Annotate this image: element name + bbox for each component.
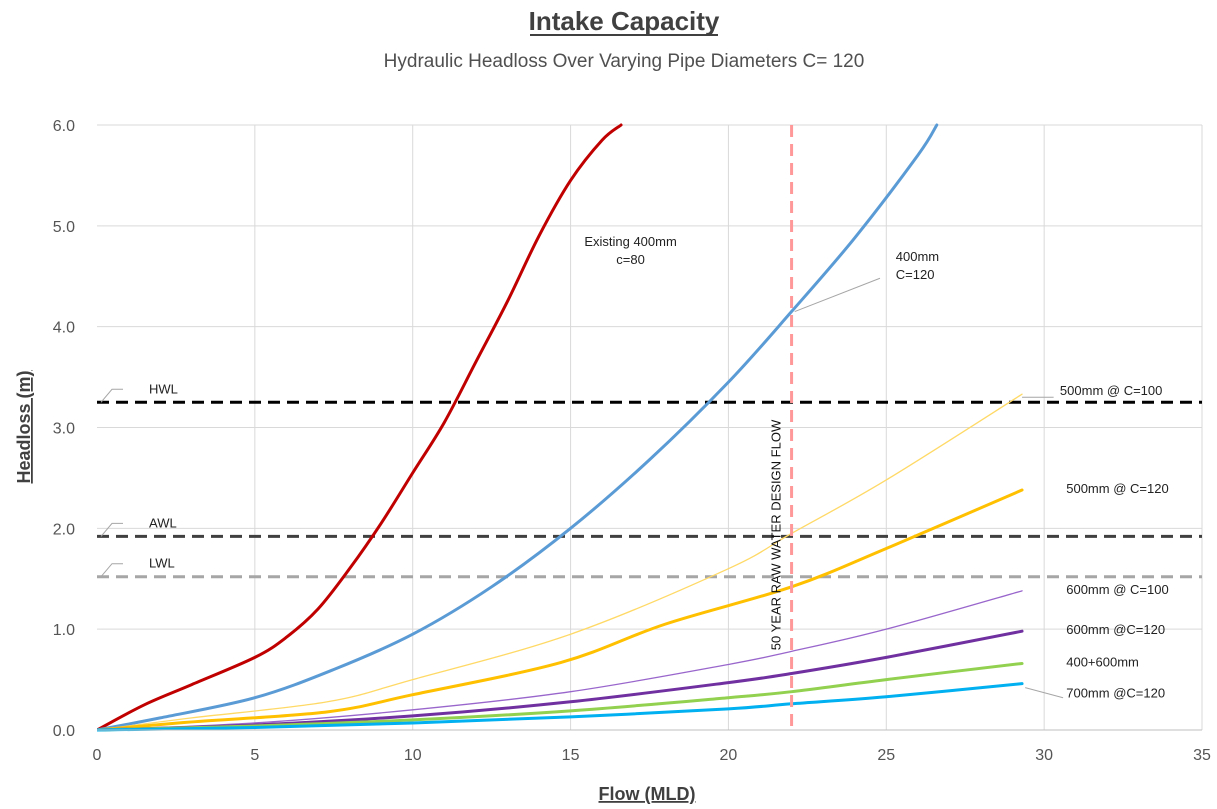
reference-label-lwl: LWL (149, 556, 175, 571)
x-tick-label: 35 (1193, 747, 1211, 764)
y-tick-label: 0.0 (53, 723, 75, 740)
series-annotation: Existing 400mm c=80 (584, 234, 676, 267)
annotation-line: c=80 (616, 252, 645, 267)
design-flow-label: 50 YEAR RAW WATER DESIGN FLOW (769, 419, 784, 650)
chart-title: Intake Capacity (529, 6, 720, 36)
annotation-leader (794, 277, 881, 313)
reference-label-awl: AWL (149, 515, 177, 530)
series-line (97, 682, 1024, 732)
y-tick-label: 5.0 (53, 219, 75, 236)
series-line (97, 393, 1023, 731)
series-line (97, 488, 1024, 732)
series-annotation: 700mm @C=120 (1066, 686, 1165, 701)
series-layer (97, 123, 1024, 732)
x-tick-label: 5 (250, 747, 259, 764)
chart-subtitle: Hydraulic Headloss Over Varying Pipe Dia… (384, 51, 865, 72)
x-tick-label: 15 (562, 747, 580, 764)
axis-layer: 0 5 10 15 20 25 30 35 0.0 1.0 2.0 3.0 4.0 5.0 6.0 (53, 118, 1211, 764)
annotation-line: 700mm @C=120 (1066, 686, 1165, 701)
annotation-line: 600mm @C=120 (1066, 622, 1165, 637)
series-line (97, 123, 939, 732)
reference-leader (100, 563, 123, 578)
y-tick-label: 6.0 (53, 118, 75, 135)
reference-leader (100, 522, 123, 537)
annotation-line: 400+600mm (1066, 654, 1139, 669)
reference-leader (100, 388, 123, 403)
y-tick-label: 1.0 (53, 622, 75, 639)
series-annotation: 600mm @ C=100 (1066, 582, 1168, 597)
annotation-line: 400mm (896, 249, 939, 264)
series-line (97, 661, 1024, 732)
annotation-leader (1025, 687, 1064, 699)
series-line (97, 123, 623, 732)
reference-lines: HWL AWL LWL (97, 381, 1202, 579)
annotation-line: 600mm @ C=100 (1066, 582, 1168, 597)
design-flow-layer: 50 YEAR RAW WATER DESIGN FLOW (769, 125, 794, 730)
y-tick-label: 4.0 (53, 320, 75, 337)
x-axis-title: Flow (MLD) (599, 784, 696, 804)
grid-layer (97, 124, 1203, 730)
x-tick-label: 20 (720, 747, 738, 764)
series-annotation: 400+600mm (1066, 654, 1139, 669)
annotation-line: 500mm @ C=120 (1066, 481, 1168, 496)
series-annotation: 400mm C=120 (896, 249, 939, 282)
annotations-layer: Existing 400mm c=80 400mm C=120 500mm @ C=10… (584, 234, 1168, 701)
series-annotation: 500mm @ C=120 (1066, 481, 1168, 496)
series-line (97, 590, 1023, 731)
series-annotation: 600mm @C=120 (1066, 622, 1165, 637)
x-tick-label: 0 (93, 747, 102, 764)
y-tick-label: 2.0 (53, 521, 75, 538)
annotation-line: 500mm @ C=100 (1060, 383, 1162, 398)
y-tick-label: 3.0 (53, 421, 75, 438)
x-tick-label: 25 (877, 747, 895, 764)
annotation-line: Existing 400mm (584, 234, 676, 249)
reference-label-hwl: HWL (149, 381, 178, 396)
x-tick-label: 10 (404, 747, 422, 764)
annotation-line: C=120 (896, 267, 935, 282)
y-axis-title: Headloss (m) (14, 370, 34, 483)
x-tick-label: 30 (1035, 747, 1053, 764)
series-annotation: 500mm @ C=100 (1060, 383, 1162, 398)
